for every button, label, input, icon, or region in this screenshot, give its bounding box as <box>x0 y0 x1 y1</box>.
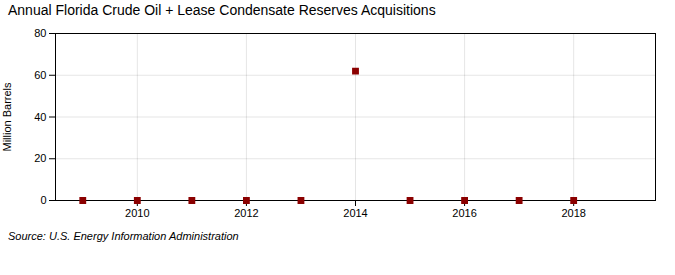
svg-text:2010: 2010 <box>125 207 149 219</box>
html-text:Annual Florida Crude Oil + Lea: Annual Florida Crude Oil + Lease Condens… <box>8 2 436 18</box>
svg-text:Million Barrels: Million Barrels <box>1 82 13 152</box>
svg-text:2016: 2016 <box>452 207 476 219</box>
svg-text:2014: 2014 <box>343 207 367 219</box>
svg-text:40: 40 <box>34 111 46 123</box>
html-text:Source: U.S. Energy Informatio: Source: U.S. Energy Information Administ… <box>8 230 239 242</box>
svg-text:20: 20 <box>34 152 46 164</box>
svg-text:60: 60 <box>34 69 46 81</box>
svg-text:0: 0 <box>40 194 46 206</box>
svg-text:2012: 2012 <box>234 207 258 219</box>
svg-text:2018: 2018 <box>561 207 585 219</box>
svg-text:80: 80 <box>34 27 46 39</box>
